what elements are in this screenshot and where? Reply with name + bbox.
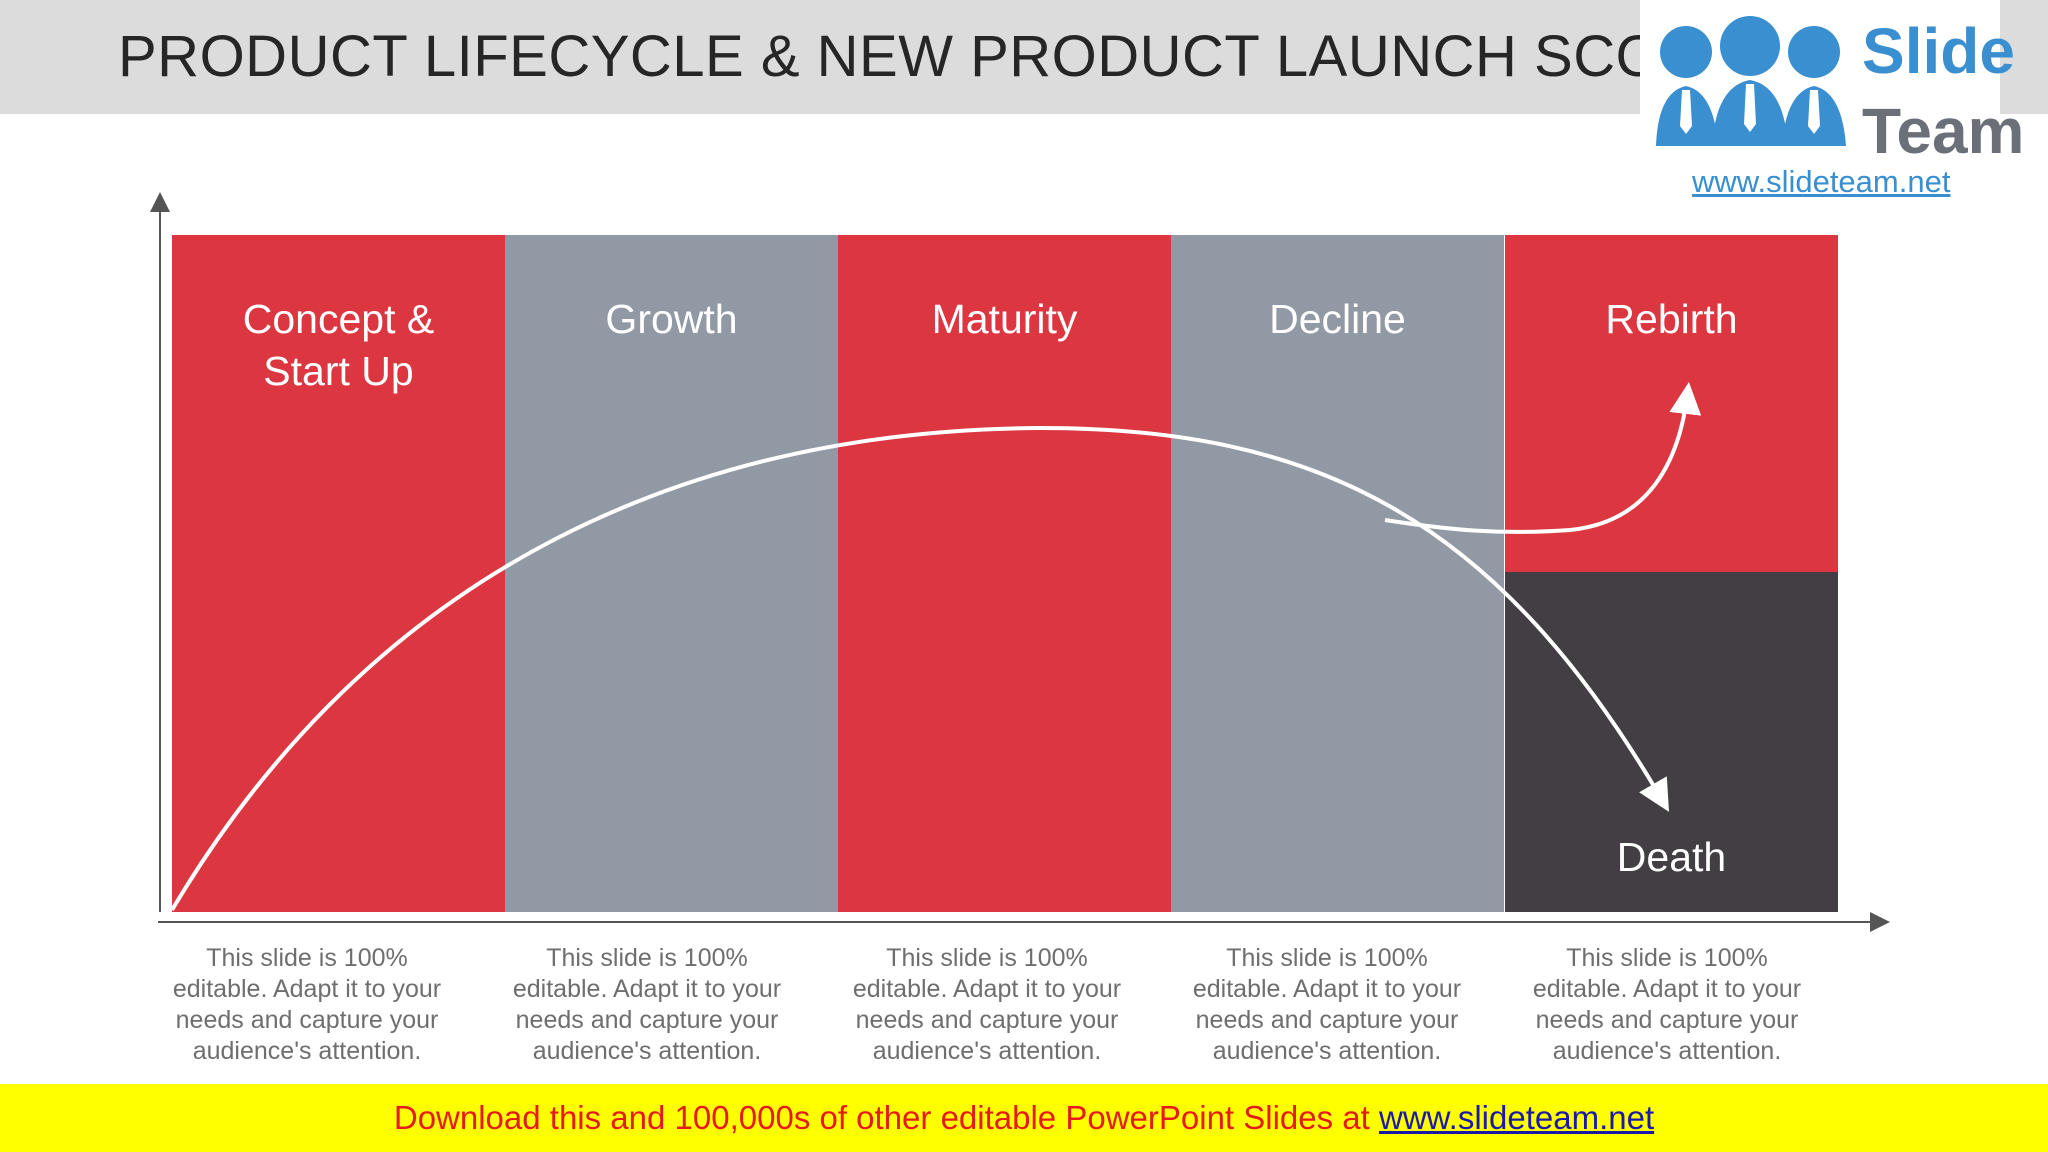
stage-column-2: Maturity xyxy=(838,235,1171,912)
lifecycle-curve-to-death xyxy=(170,425,1670,912)
death-label: Death xyxy=(1616,834,1727,880)
stage-description-1: This slide is 100% editable. Adapt it to… xyxy=(512,944,782,1065)
stage-column-3: Decline xyxy=(1171,235,1504,912)
stage-description-0: This slide is 100% editable. Adapt it to… xyxy=(172,944,442,1065)
footer-link[interactable]: www.slideteam.net xyxy=(1379,1099,1655,1136)
footer-text: Download this and 100,000s of other edit… xyxy=(0,1084,2048,1152)
logo-url-link[interactable]: www.slideteam.net xyxy=(1692,164,1951,199)
people-icon xyxy=(1656,16,1846,146)
slide-title: PRODUCT LIFECYCLE & NEW PRODUCT LAUNCH S… xyxy=(118,24,1648,89)
stage-description-2: This slide is 100% editable. Adapt it to… xyxy=(852,944,1122,1065)
stage-column-1: Growth xyxy=(505,235,838,912)
footer-message: Download this and 100,000s of other edit… xyxy=(393,1099,1379,1136)
stage-column-0: Concept & Start Up xyxy=(172,235,505,912)
logo-word-team: Team xyxy=(1862,95,2025,167)
stage-description-3: This slide is 100% editable. Adapt it to… xyxy=(1192,944,1462,1065)
stage-description-4: This slide is 100% editable. Adapt it to… xyxy=(1532,944,1802,1065)
stage-title-0: Concept & Start Up xyxy=(242,296,435,394)
stage-title-2: Maturity xyxy=(931,296,1078,342)
rebirth-curve xyxy=(1384,382,1702,534)
stage-column-4: Death Rebirth xyxy=(1505,235,1838,912)
logo-word-slide: Slide xyxy=(1862,15,2015,87)
stage-title-3: Decline xyxy=(1269,296,1406,342)
footer-banner: Download this and 100,000s of other edit… xyxy=(0,1084,2048,1152)
death-block xyxy=(1505,572,1838,912)
stage-title-4: Rebirth xyxy=(1605,296,1738,342)
slideteam-logo[interactable]: Slide Team www.slideteam.net xyxy=(1640,0,2024,200)
stage-title-1: Growth xyxy=(605,296,738,342)
